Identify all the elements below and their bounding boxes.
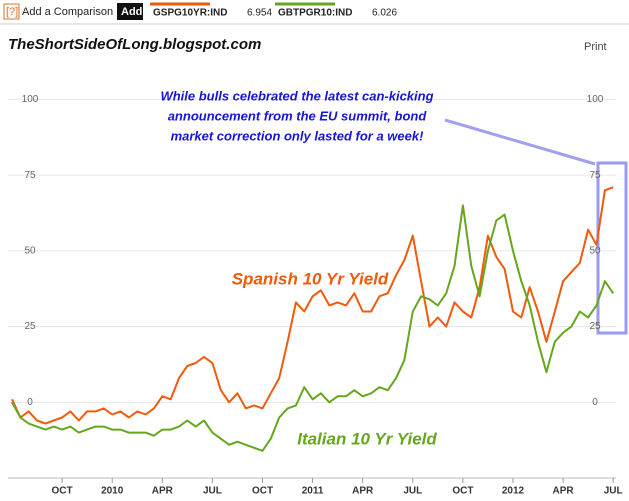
annotation: announcement from the EU summit, bond — [168, 108, 428, 123]
compare-label: Add a Comparison — [22, 6, 113, 18]
x-tick-label: APR — [553, 486, 575, 497]
legend-value: 6.954 — [247, 8, 272, 19]
legend-name: GSPG10YR:IND — [153, 8, 227, 19]
x-tick-label: JUL — [403, 486, 422, 497]
x-tick-label: APR — [352, 486, 374, 497]
y2-tick-label: 75 — [589, 170, 601, 181]
x-tick-label: 2012 — [502, 486, 525, 497]
highlight-box — [596, 161, 628, 335]
add-button[interactable] — [117, 3, 143, 20]
x-tick-label: APR — [152, 486, 174, 497]
series-line — [11, 204, 615, 452]
x-tick-label: JUL — [604, 486, 623, 497]
legend-name: GBTPGR10:IND — [278, 8, 352, 19]
y2-tick-label: 25 — [589, 321, 601, 332]
print-button[interactable]: Print — [584, 41, 607, 53]
y-tick-label: 75 — [24, 170, 36, 181]
series-line — [11, 186, 614, 425]
x-tick-label: OCT — [252, 486, 273, 497]
x-tick-label: OCT — [452, 486, 473, 497]
watermark: TheShortSideOfLong.blogspot.com — [8, 36, 261, 53]
annotation-arrow — [444, 118, 596, 166]
series-label: Spanish 10 Yr Yield — [232, 269, 389, 288]
annotation: While bulls celebrated the latest can-ki… — [160, 88, 433, 103]
y2-tick-label: 50 — [589, 246, 601, 257]
y2-tick-label: 100 — [587, 94, 604, 105]
series-label: Italian 10 Yr Yield — [297, 429, 437, 448]
y2-tick-label: 0 — [592, 397, 598, 408]
y-tick-label: 25 — [24, 321, 36, 332]
y-tick-label: 0 — [27, 397, 33, 408]
annotation: market correction only lasted for a week… — [171, 128, 425, 143]
help[interactable]: [?] — [6, 6, 18, 18]
add-button-label[interactable]: Add — [121, 6, 142, 18]
legend-value: 6.026 — [372, 8, 397, 19]
y-tick-label: 50 — [24, 246, 36, 257]
x-tick-label: JUL — [203, 486, 222, 497]
help-box[interactable] — [3, 3, 20, 20]
x-tick-label: OCT — [52, 486, 73, 497]
x-tick-label: 2010 — [101, 486, 124, 497]
x-tick-label: 2011 — [302, 486, 324, 497]
y-tick-label: 100 — [22, 94, 39, 105]
